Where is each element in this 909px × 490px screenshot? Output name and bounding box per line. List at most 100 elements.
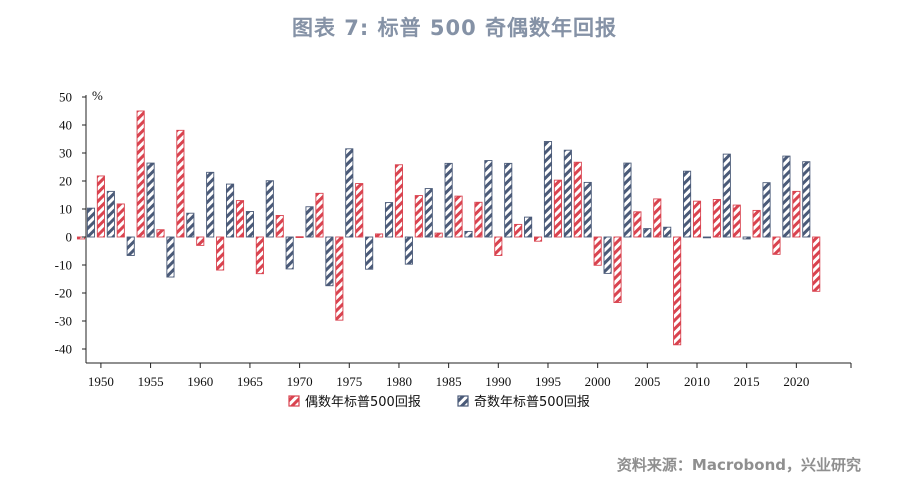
bar-odd-1979 <box>384 202 394 238</box>
bar-odd-1973 <box>325 236 334 287</box>
bar-even-1996 <box>553 179 562 238</box>
bar-even-2000 <box>593 236 602 266</box>
bar-odd-1971 <box>305 206 314 238</box>
bar-even-2006 <box>653 198 662 238</box>
bar-odd-2021 <box>802 161 811 238</box>
bar-odd-1961 <box>206 171 215 238</box>
bar-even-2018 <box>772 236 781 255</box>
bar-odd-1967 <box>265 180 274 238</box>
bar-even-1980 <box>394 164 404 238</box>
legend-swatch-odd <box>457 395 469 407</box>
bar-odd-2001 <box>603 236 612 274</box>
bar-even-1970 <box>295 236 304 238</box>
bar-even-1994 <box>534 236 543 242</box>
y-unit-label: % <box>92 88 103 103</box>
y-tick-label: 0 <box>66 230 73 245</box>
bar-even-1960 <box>196 236 205 246</box>
bar-odd-1955 <box>146 162 155 238</box>
bar-even-2022 <box>812 236 821 292</box>
bar-odd-2011 <box>702 236 711 239</box>
source-note: 资料来源：Macrobond，兴业研究 <box>616 456 861 474</box>
bar-even-1998 <box>573 161 582 238</box>
bar-even-1988 <box>474 201 483 238</box>
chart-title: 图表 7: 标普 500 奇偶数年回报 <box>291 16 618 40</box>
bar-even-2014 <box>732 204 741 238</box>
bar-odd-1951 <box>106 190 115 238</box>
y-tick-label: -20 <box>55 286 72 301</box>
bar-even-1966 <box>255 236 264 275</box>
y-tick-label: 20 <box>59 174 72 189</box>
bar-even-1954 <box>136 110 145 238</box>
bar-even-1968 <box>275 214 284 238</box>
y-tick-label: -40 <box>55 342 72 357</box>
bar-even-2012 <box>712 199 721 238</box>
bar-even-1952 <box>116 203 125 238</box>
bar-odd-2013 <box>722 153 731 238</box>
bar-even-1982 <box>414 195 423 238</box>
bar-even-1984 <box>434 232 443 238</box>
x-tick-label: 1980 <box>386 374 412 389</box>
bar-odd-1953 <box>126 236 135 256</box>
x-tick-label: 1955 <box>138 374 164 389</box>
x-tick-label: 1975 <box>336 374 362 389</box>
bar-even-1956 <box>156 229 165 238</box>
bar-even-1964 <box>235 200 245 238</box>
y-tick-label: -30 <box>55 314 72 329</box>
bar-even-1972 <box>315 192 324 238</box>
bar-odd-2015 <box>742 236 751 240</box>
bar-odd-1989 <box>484 160 493 238</box>
y-tick-label: 50 <box>59 90 72 105</box>
x-tick-label: 2015 <box>734 374 760 389</box>
bar-even-2016 <box>752 209 761 238</box>
bar-odd-1995 <box>543 141 553 238</box>
legend-label-even: 偶数年标普500回报 <box>305 395 421 410</box>
x-tick-label: 2020 <box>783 374 809 389</box>
bar-odd-1993 <box>524 216 533 238</box>
bar-odd-2019 <box>782 155 791 238</box>
bar-odd-1981 <box>404 236 413 265</box>
x-tick-label: 1950 <box>88 374 114 389</box>
bar-odd-1987 <box>464 230 473 238</box>
bar-even-2010 <box>692 200 702 238</box>
bar-odd-2003 <box>623 162 632 238</box>
bar-even-1986 <box>454 195 463 238</box>
legend-swatch-even <box>288 395 300 407</box>
bar-even-1992 <box>514 223 523 238</box>
bar-odd-1999 <box>583 181 592 238</box>
x-tick-label: 1990 <box>485 374 511 389</box>
bar-odd-1969 <box>285 236 294 270</box>
bar-even-1950 <box>96 175 105 238</box>
bar-odd-2017 <box>762 182 771 238</box>
bar-even-1990 <box>494 236 503 256</box>
bar-even-2004 <box>633 211 642 238</box>
legend-label-odd: 奇数年标普500回报 <box>474 394 590 410</box>
bar-odd-1985 <box>444 162 453 238</box>
x-tick-label: 1995 <box>535 374 561 389</box>
bar-even-1948 <box>76 236 86 240</box>
x-tick-label: 1960 <box>187 374 213 389</box>
bar-odd-1983 <box>424 188 433 238</box>
y-tick-label: 40 <box>59 118 72 133</box>
x-tick-label: 2000 <box>585 374 611 389</box>
bar-even-1974 <box>335 236 344 321</box>
x-tick-label: 1985 <box>436 374 462 389</box>
bars-layer <box>76 110 821 346</box>
bar-even-1958 <box>176 129 185 238</box>
legend: 偶数年标普500回报 奇数年标普500回报 <box>288 394 590 410</box>
x-tick-label: 1965 <box>237 374 263 389</box>
bar-even-2020 <box>792 190 801 238</box>
bar-odd-1997 <box>563 149 572 238</box>
bar-even-2002 <box>613 236 622 303</box>
bar-odd-2005 <box>643 228 652 238</box>
bar-odd-2007 <box>663 226 672 238</box>
bar-even-1976 <box>355 183 364 238</box>
bar-odd-1991 <box>504 162 513 238</box>
bar-odd-1977 <box>365 236 374 270</box>
y-tick-label: 30 <box>59 146 72 161</box>
bar-even-2008 <box>673 236 682 346</box>
y-tick-label: -10 <box>55 258 72 273</box>
bar-odd-1965 <box>245 211 254 238</box>
bar-odd-1959 <box>186 212 195 238</box>
